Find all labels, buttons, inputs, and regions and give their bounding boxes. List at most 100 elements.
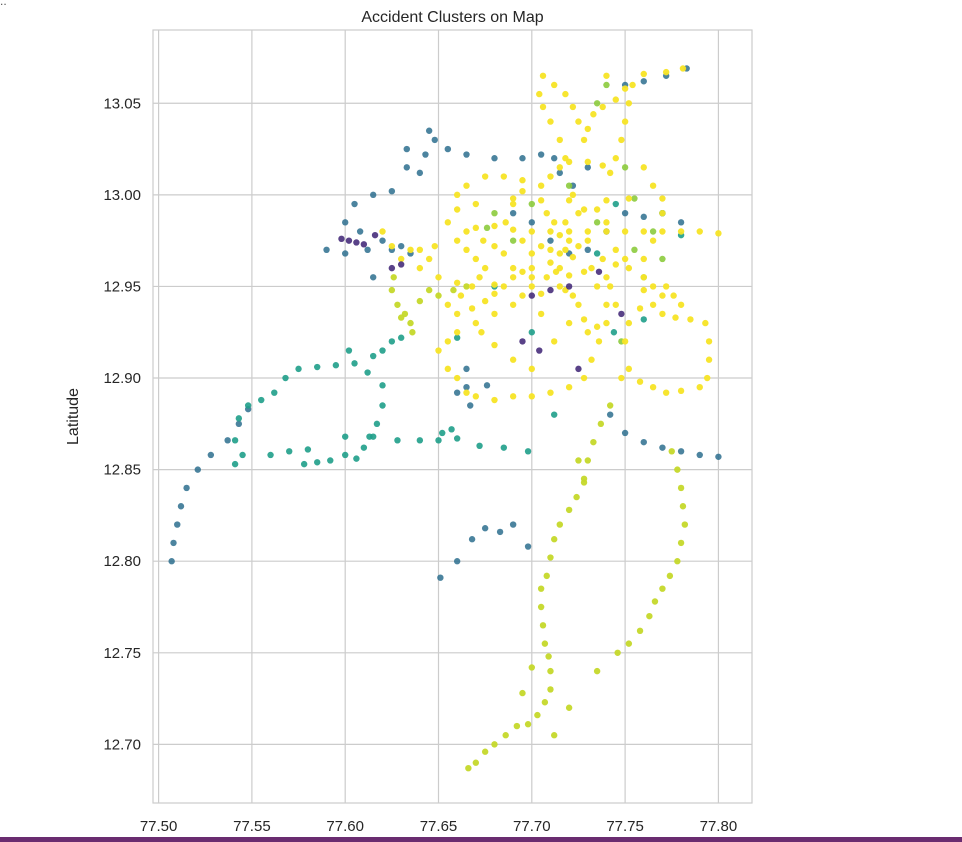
data-point [483, 382, 491, 389]
data-point [509, 209, 517, 217]
data-point [537, 585, 545, 592]
data-point [603, 81, 610, 89]
data-point [599, 255, 606, 263]
data-point [491, 341, 498, 349]
data-point [603, 301, 610, 308]
data-point [556, 283, 563, 290]
data-point [371, 231, 379, 239]
data-point [373, 420, 381, 428]
data-point [509, 264, 517, 272]
data-point [528, 393, 536, 400]
data-point [369, 191, 377, 199]
data-point [463, 182, 470, 189]
data-point [224, 437, 231, 444]
data-point [584, 329, 591, 336]
data-point [502, 219, 509, 226]
data-point [584, 228, 591, 235]
data-point [599, 162, 606, 169]
data-point [588, 264, 595, 272]
data-point [662, 389, 670, 396]
data-point [388, 338, 396, 345]
data-point [659, 195, 666, 202]
data-point [453, 329, 461, 336]
data-point [550, 536, 558, 543]
data-point [528, 283, 536, 290]
data-point [519, 177, 526, 184]
data-point [599, 103, 606, 111]
data-point [659, 292, 666, 299]
data-point [640, 274, 647, 281]
data-point [409, 329, 416, 336]
data-point [472, 393, 480, 400]
data-point [625, 264, 633, 272]
data-point [353, 239, 360, 246]
data-point [463, 283, 470, 290]
data-point [397, 314, 405, 321]
data-point [668, 448, 675, 455]
data-point [631, 195, 638, 202]
data-point [394, 301, 401, 308]
data-point [636, 305, 644, 312]
data-point [547, 389, 554, 396]
data-point [342, 451, 349, 459]
data-point [444, 145, 452, 153]
data-point [239, 451, 246, 459]
data-point [536, 347, 543, 354]
bottom-border-bar [0, 837, 962, 842]
data-point [519, 689, 526, 697]
data-point [513, 722, 521, 730]
data-point [267, 451, 274, 459]
data-point [500, 173, 508, 180]
data-point [646, 612, 653, 620]
data-point [556, 250, 563, 257]
data-point [662, 283, 670, 290]
data-point [483, 224, 491, 232]
data-point [681, 521, 689, 528]
data-point [575, 301, 582, 308]
data-point [444, 365, 452, 373]
data-point [509, 393, 517, 400]
data-point [435, 274, 442, 281]
data-point [403, 164, 410, 171]
data-point [472, 200, 480, 208]
data-point [575, 457, 582, 464]
data-point [649, 283, 657, 290]
data-point [537, 151, 545, 158]
data-point [491, 222, 498, 230]
x-tick-label: 77.80 [700, 818, 738, 835]
data-point [618, 136, 625, 144]
data-point [537, 197, 545, 204]
data-point [597, 420, 605, 428]
data-point [323, 246, 330, 254]
data-point [496, 528, 504, 536]
data-point [612, 261, 619, 268]
data-point [425, 286, 433, 294]
data-point [593, 219, 601, 226]
data-point [519, 268, 526, 275]
data-point [565, 197, 573, 204]
data-point [543, 209, 550, 217]
data-point [631, 246, 638, 254]
data-point [606, 283, 614, 290]
data-point [524, 543, 532, 550]
data-point [472, 224, 480, 232]
data-point [416, 246, 424, 254]
data-point [379, 382, 386, 389]
data-point [674, 466, 681, 473]
data-point [536, 90, 543, 98]
data-point [621, 228, 629, 235]
data-point [593, 250, 601, 257]
data-point [476, 442, 483, 450]
cluster-series [379, 65, 722, 404]
data-point [453, 191, 461, 199]
data-point [621, 118, 629, 125]
data-point [450, 286, 457, 294]
data-point [679, 503, 687, 510]
data-point [453, 279, 461, 286]
data-point [353, 455, 360, 462]
data-point [580, 479, 588, 486]
data-point [588, 356, 595, 363]
x-tick-label: 77.65 [420, 818, 458, 835]
data-point [603, 72, 610, 79]
data-point [444, 219, 452, 226]
